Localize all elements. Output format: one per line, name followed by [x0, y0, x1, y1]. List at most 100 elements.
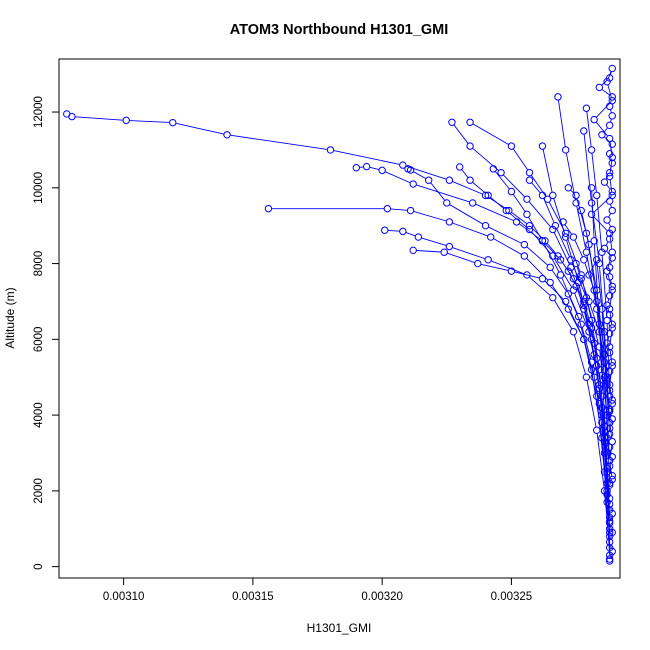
series-segment — [594, 380, 602, 420]
series-segment — [599, 327, 605, 412]
series-segment — [566, 240, 579, 280]
data-point — [587, 335, 596, 344]
data-point — [605, 557, 614, 565]
y-tick-label: 6000 — [33, 327, 45, 353]
x-tick-label: 0.00325 — [491, 591, 533, 603]
data-point — [587, 146, 596, 154]
series-segment — [511, 212, 528, 225]
data-point — [445, 242, 454, 251]
data-point — [608, 64, 616, 73]
series-segment — [609, 444, 613, 458]
series-segment — [556, 228, 570, 258]
series — [585, 256, 611, 381]
data-point — [598, 403, 606, 412]
data-point — [574, 312, 583, 321]
series-segment — [596, 102, 611, 118]
series-segment — [608, 213, 612, 218]
data-point — [605, 430, 614, 438]
data-point — [582, 248, 591, 256]
series-segment — [526, 246, 549, 266]
data-point — [605, 392, 614, 400]
series-segment — [604, 418, 610, 515]
data-point — [608, 248, 616, 256]
data-point — [538, 237, 547, 245]
data-point — [605, 168, 614, 177]
series-segment — [544, 280, 564, 300]
series-segment — [554, 300, 573, 330]
data-point — [582, 104, 591, 112]
data-point — [598, 434, 606, 442]
y-tick-label: 4000 — [33, 402, 45, 428]
series-segment — [610, 289, 612, 293]
data-point — [378, 166, 386, 175]
series-segment — [610, 327, 612, 331]
series-segment — [601, 312, 608, 375]
data-point — [605, 134, 614, 143]
data-point — [608, 362, 616, 370]
series-segment — [561, 277, 578, 314]
series-segment — [490, 260, 525, 275]
data-point — [549, 191, 557, 200]
series-segment — [542, 149, 553, 193]
series-segment — [514, 271, 540, 279]
series-segment — [581, 327, 592, 360]
data-point — [264, 204, 273, 213]
series-segment — [610, 279, 612, 284]
series-segment — [610, 459, 612, 464]
data-point — [605, 348, 614, 357]
series-segment — [502, 174, 526, 198]
data-point — [523, 210, 531, 219]
data-point — [608, 153, 616, 162]
series-segment — [566, 304, 583, 337]
series — [264, 204, 611, 476]
data-point — [63, 110, 71, 118]
series-segment — [591, 190, 595, 238]
series-segment — [452, 222, 488, 237]
y-tick-label: 2000 — [33, 478, 45, 504]
data-point — [590, 115, 598, 124]
series-segment — [543, 198, 555, 223]
series-segment — [512, 193, 526, 212]
series-segment — [609, 141, 613, 155]
series-segment — [543, 243, 560, 273]
data-point — [497, 168, 505, 177]
data-point — [608, 159, 616, 167]
series-segment — [387, 229, 400, 232]
series-segment — [453, 124, 469, 144]
series-segment — [601, 440, 610, 519]
series-segment — [609, 312, 613, 325]
series-segment — [609, 179, 613, 193]
series-segment — [333, 150, 400, 165]
data-point — [445, 176, 454, 184]
data-point — [608, 96, 616, 105]
series-segment — [607, 298, 610, 303]
data-point — [603, 301, 611, 309]
data-point — [466, 142, 474, 150]
data-point — [598, 328, 606, 336]
data-point — [595, 83, 604, 92]
series-segment — [405, 232, 416, 237]
data-point — [409, 246, 417, 255]
series-segment — [583, 134, 592, 200]
series-segment — [609, 350, 613, 363]
series-segment — [603, 127, 608, 133]
series-segment — [569, 296, 581, 322]
data-point — [608, 324, 616, 332]
data-point — [605, 74, 614, 82]
series-segment — [384, 171, 411, 184]
data-point — [481, 221, 490, 230]
data-point — [595, 343, 604, 351]
data-point — [554, 93, 562, 101]
series-segment — [546, 242, 557, 254]
series — [352, 162, 614, 533]
plot-frame — [58, 58, 621, 579]
data-point — [605, 263, 614, 272]
data-point — [122, 116, 130, 125]
series-segment — [561, 262, 573, 277]
data-point — [605, 551, 614, 559]
series-segment — [413, 171, 427, 180]
data-point — [605, 121, 614, 129]
data-point — [546, 263, 554, 272]
series-segment — [596, 198, 603, 250]
series-segment — [609, 463, 613, 477]
